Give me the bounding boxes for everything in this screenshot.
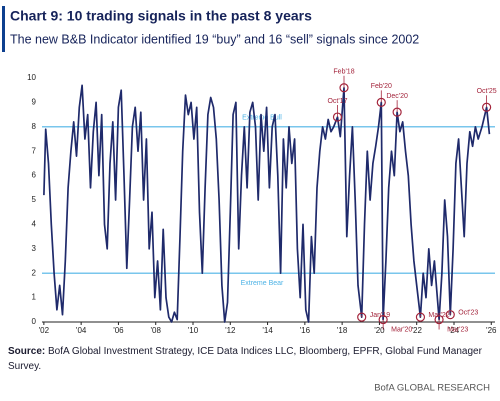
annotation-marker [415,312,426,322]
y-tick-label: 6 [32,171,37,180]
annotation-label: Oct'23 [458,310,478,317]
x-tick-label: '18 [337,326,348,335]
y-tick-label: 7 [32,146,37,155]
x-tick-label: '04 [76,326,87,335]
annotation-marker [482,102,492,112]
reference-label: Extreme Bull [242,115,282,122]
y-tick-label: 8 [32,122,37,131]
y-tick-label: 1 [32,293,37,302]
annotation-label: Mar'23 [447,326,468,333]
annotation-marker [339,83,349,93]
annotation-marker [434,314,444,325]
x-tick-label: '02 [39,326,50,335]
x-tick-label: '10 [188,326,199,335]
y-tick-label: 5 [32,195,37,204]
annotation-label: Oct'17 [327,98,347,105]
annotation-label: Mar'20 [391,326,412,333]
annotation-marker [445,310,455,320]
y-tick-label: 2 [32,268,37,277]
source-note: Source: BofA Global Investment Strategy,… [8,344,488,374]
y-tick-label: 9 [32,98,37,107]
source-text: BofA Global Investment Strategy, ICE Dat… [8,346,482,372]
x-tick-label: '06 [113,326,124,335]
annotation-marker [357,312,367,322]
x-tick-label: '14 [262,326,273,335]
y-tick-label: 0 [32,317,37,326]
annotation-label: Dec'20 [386,93,408,100]
x-tick-label: '26 [486,326,497,335]
x-tick-label: '08 [150,326,161,335]
source-label: Source: [8,346,46,357]
x-tick-label: '22 [411,326,422,335]
annotation-marker [392,107,402,117]
annotation-marker [376,97,386,108]
annotation-marker [378,314,388,325]
reference-label: Extreme Bear [241,280,284,287]
annotation-marker [332,112,343,122]
annotation-label: Feb'18 [333,69,354,76]
y-tick-label: 4 [32,220,37,229]
annotation-label: Feb'20 [371,83,392,90]
title-bar [2,6,5,52]
annotation-label: Oct'25 [477,88,497,95]
chart-title: Chart 9: 10 trading signals in the past … [10,8,312,24]
credit: BofA GLOBAL RESEARCH [374,383,490,394]
x-tick-label: '20 [374,326,385,335]
x-tick-label: '24 [449,326,460,335]
x-tick-label: '16 [300,326,311,335]
data-line [43,84,491,323]
annotation-label: Jan'19 [370,312,391,319]
y-tick-label: 10 [27,73,36,82]
y-tick-label: 3 [32,244,37,253]
chart-subtitle: The new B&B Indicator identified 19 “buy… [10,32,419,46]
x-tick-label: '12 [225,326,236,335]
